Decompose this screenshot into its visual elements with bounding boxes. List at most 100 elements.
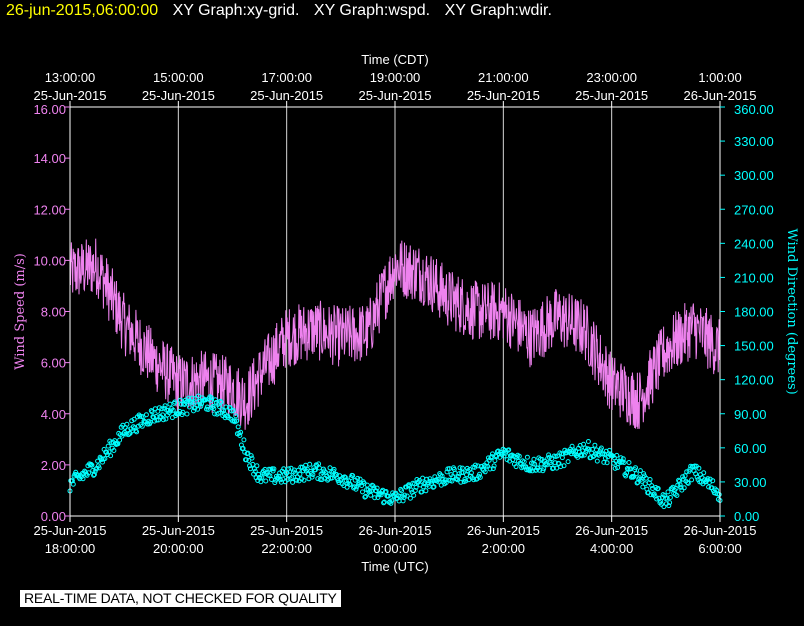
wind-direction-point bbox=[468, 470, 474, 476]
wind-direction-point bbox=[252, 468, 258, 474]
wind-direction-point bbox=[172, 399, 178, 405]
wind-direction-point bbox=[374, 485, 380, 491]
wind-direction-point bbox=[383, 489, 389, 494]
wind-direction-point bbox=[546, 452, 552, 458]
top-tick-label-time: 1:00:00 bbox=[698, 70, 741, 85]
wind-direction-point bbox=[623, 473, 629, 479]
wind-direction-point bbox=[251, 466, 257, 472]
right-tick-label: 150.00 bbox=[734, 339, 774, 354]
wind-direction-point bbox=[353, 486, 359, 492]
wind-direction-point bbox=[162, 403, 168, 409]
wind-direction-point bbox=[667, 500, 673, 506]
wind-direction-point bbox=[149, 409, 155, 415]
wind-direction-point bbox=[521, 459, 527, 465]
wind-direction-point bbox=[661, 504, 667, 510]
wind-direction-point bbox=[436, 479, 442, 485]
wind-direction-point bbox=[86, 470, 92, 476]
wind-direction-point bbox=[472, 462, 478, 468]
right-tick-label: 300.00 bbox=[734, 168, 774, 183]
wind-direction-point bbox=[592, 442, 598, 448]
wind-direction-point bbox=[208, 398, 214, 404]
wind-direction-point bbox=[548, 462, 554, 468]
wind-direction-point bbox=[259, 475, 265, 481]
wind-direction-point bbox=[195, 406, 201, 412]
wind-direction-point bbox=[646, 480, 652, 486]
wind-direction-point bbox=[459, 465, 465, 471]
top-tick-label-date: 25-Jun-2015 bbox=[34, 88, 107, 103]
wind-direction-point bbox=[131, 416, 137, 422]
wind-direction-point bbox=[420, 475, 426, 481]
x-tick-label-date: 26-Jun-2015 bbox=[359, 523, 432, 538]
wind-direction-point bbox=[364, 482, 370, 488]
left-tick-label: 10.00 bbox=[33, 253, 66, 268]
wind-direction-point bbox=[642, 481, 648, 487]
wind-direction-point bbox=[159, 406, 165, 412]
wind-direction-point bbox=[689, 477, 695, 483]
wind-direction-point bbox=[217, 404, 222, 410]
wind-direction-point bbox=[630, 474, 636, 480]
wind-direction-point bbox=[665, 489, 671, 495]
wind-direction-point bbox=[612, 465, 618, 471]
wind-direction-point bbox=[685, 480, 691, 486]
wind-direction-point bbox=[537, 467, 543, 473]
wind-direction-point bbox=[160, 417, 166, 423]
wind-direction-point bbox=[117, 437, 123, 443]
top-tick-label-time: 19:00:00 bbox=[370, 70, 421, 85]
wind-direction-point bbox=[312, 467, 318, 473]
wind-direction-point bbox=[381, 499, 387, 505]
wind-direction-point bbox=[423, 488, 429, 494]
wind-direction-point bbox=[386, 493, 391, 499]
top-tick-label-time: 15:00:00 bbox=[153, 70, 204, 85]
wind-direction-point bbox=[246, 458, 252, 463]
right-tick-label: 0.00 bbox=[734, 509, 759, 524]
wind-direction-point bbox=[593, 451, 599, 457]
left-tick-label: 8.00 bbox=[41, 305, 66, 320]
wind-direction-point bbox=[621, 460, 627, 465]
wind-direction-point bbox=[628, 474, 634, 480]
right-tick-label: 360.00 bbox=[734, 102, 774, 117]
timestamp: 26-jun-2015,06:00:00 bbox=[6, 2, 159, 19]
wind-direction-point bbox=[477, 471, 482, 477]
wind-direction-point bbox=[696, 465, 702, 471]
wind-direction-point bbox=[658, 498, 664, 504]
wind-direction-point bbox=[603, 448, 609, 454]
wind-direction-point bbox=[649, 483, 655, 489]
x-tick-label-time: 20:00:00 bbox=[153, 541, 204, 556]
wind-direction-point bbox=[358, 480, 364, 486]
wind-direction-point bbox=[186, 404, 192, 410]
wind-direction-point bbox=[666, 503, 672, 509]
wind-direction-point bbox=[457, 465, 463, 471]
wind-direction-point bbox=[248, 453, 254, 459]
left-tick-label: 2.00 bbox=[41, 458, 66, 473]
wind-direction-series bbox=[67, 393, 723, 510]
wind-direction-point bbox=[400, 498, 406, 504]
wind-direction-point bbox=[139, 423, 145, 429]
wind-direction-point bbox=[269, 477, 274, 482]
wind-direction-point bbox=[216, 410, 222, 416]
wind-direction-point bbox=[604, 460, 610, 466]
wind-direction-point bbox=[372, 495, 378, 501]
wind-direction-point bbox=[654, 496, 660, 502]
wind-direction-point bbox=[399, 488, 404, 494]
wind-direction-point bbox=[168, 408, 174, 414]
wind-direction-point bbox=[160, 412, 166, 418]
wind-direction-point bbox=[676, 477, 682, 483]
right-tick-label: 210.00 bbox=[734, 270, 774, 285]
wind-direction-point bbox=[204, 404, 210, 410]
wind-direction-point bbox=[640, 484, 646, 490]
wind-direction-point bbox=[524, 454, 530, 460]
left-tick-label: 6.00 bbox=[41, 356, 66, 371]
wind-direction-point bbox=[575, 454, 581, 460]
wind-direction-point bbox=[471, 477, 477, 483]
title-bar: 26-jun-2015,06:00:00 XY Graph:xy-grid. X… bbox=[6, 2, 552, 20]
wind-direction-point bbox=[404, 493, 410, 499]
wind-direction-point bbox=[304, 466, 310, 472]
wind-direction-point bbox=[281, 466, 287, 472]
wind-direction-point bbox=[80, 476, 86, 482]
wind-direction-point bbox=[310, 472, 316, 478]
wind-direction-point bbox=[506, 447, 512, 453]
x-tick-label-date: 25-Jun-2015 bbox=[250, 523, 323, 538]
top-tick-label-date: 25-Jun-2015 bbox=[142, 88, 215, 103]
x-axis-label-utc: Time (UTC) bbox=[361, 559, 428, 574]
wind-direction-point bbox=[210, 403, 216, 409]
